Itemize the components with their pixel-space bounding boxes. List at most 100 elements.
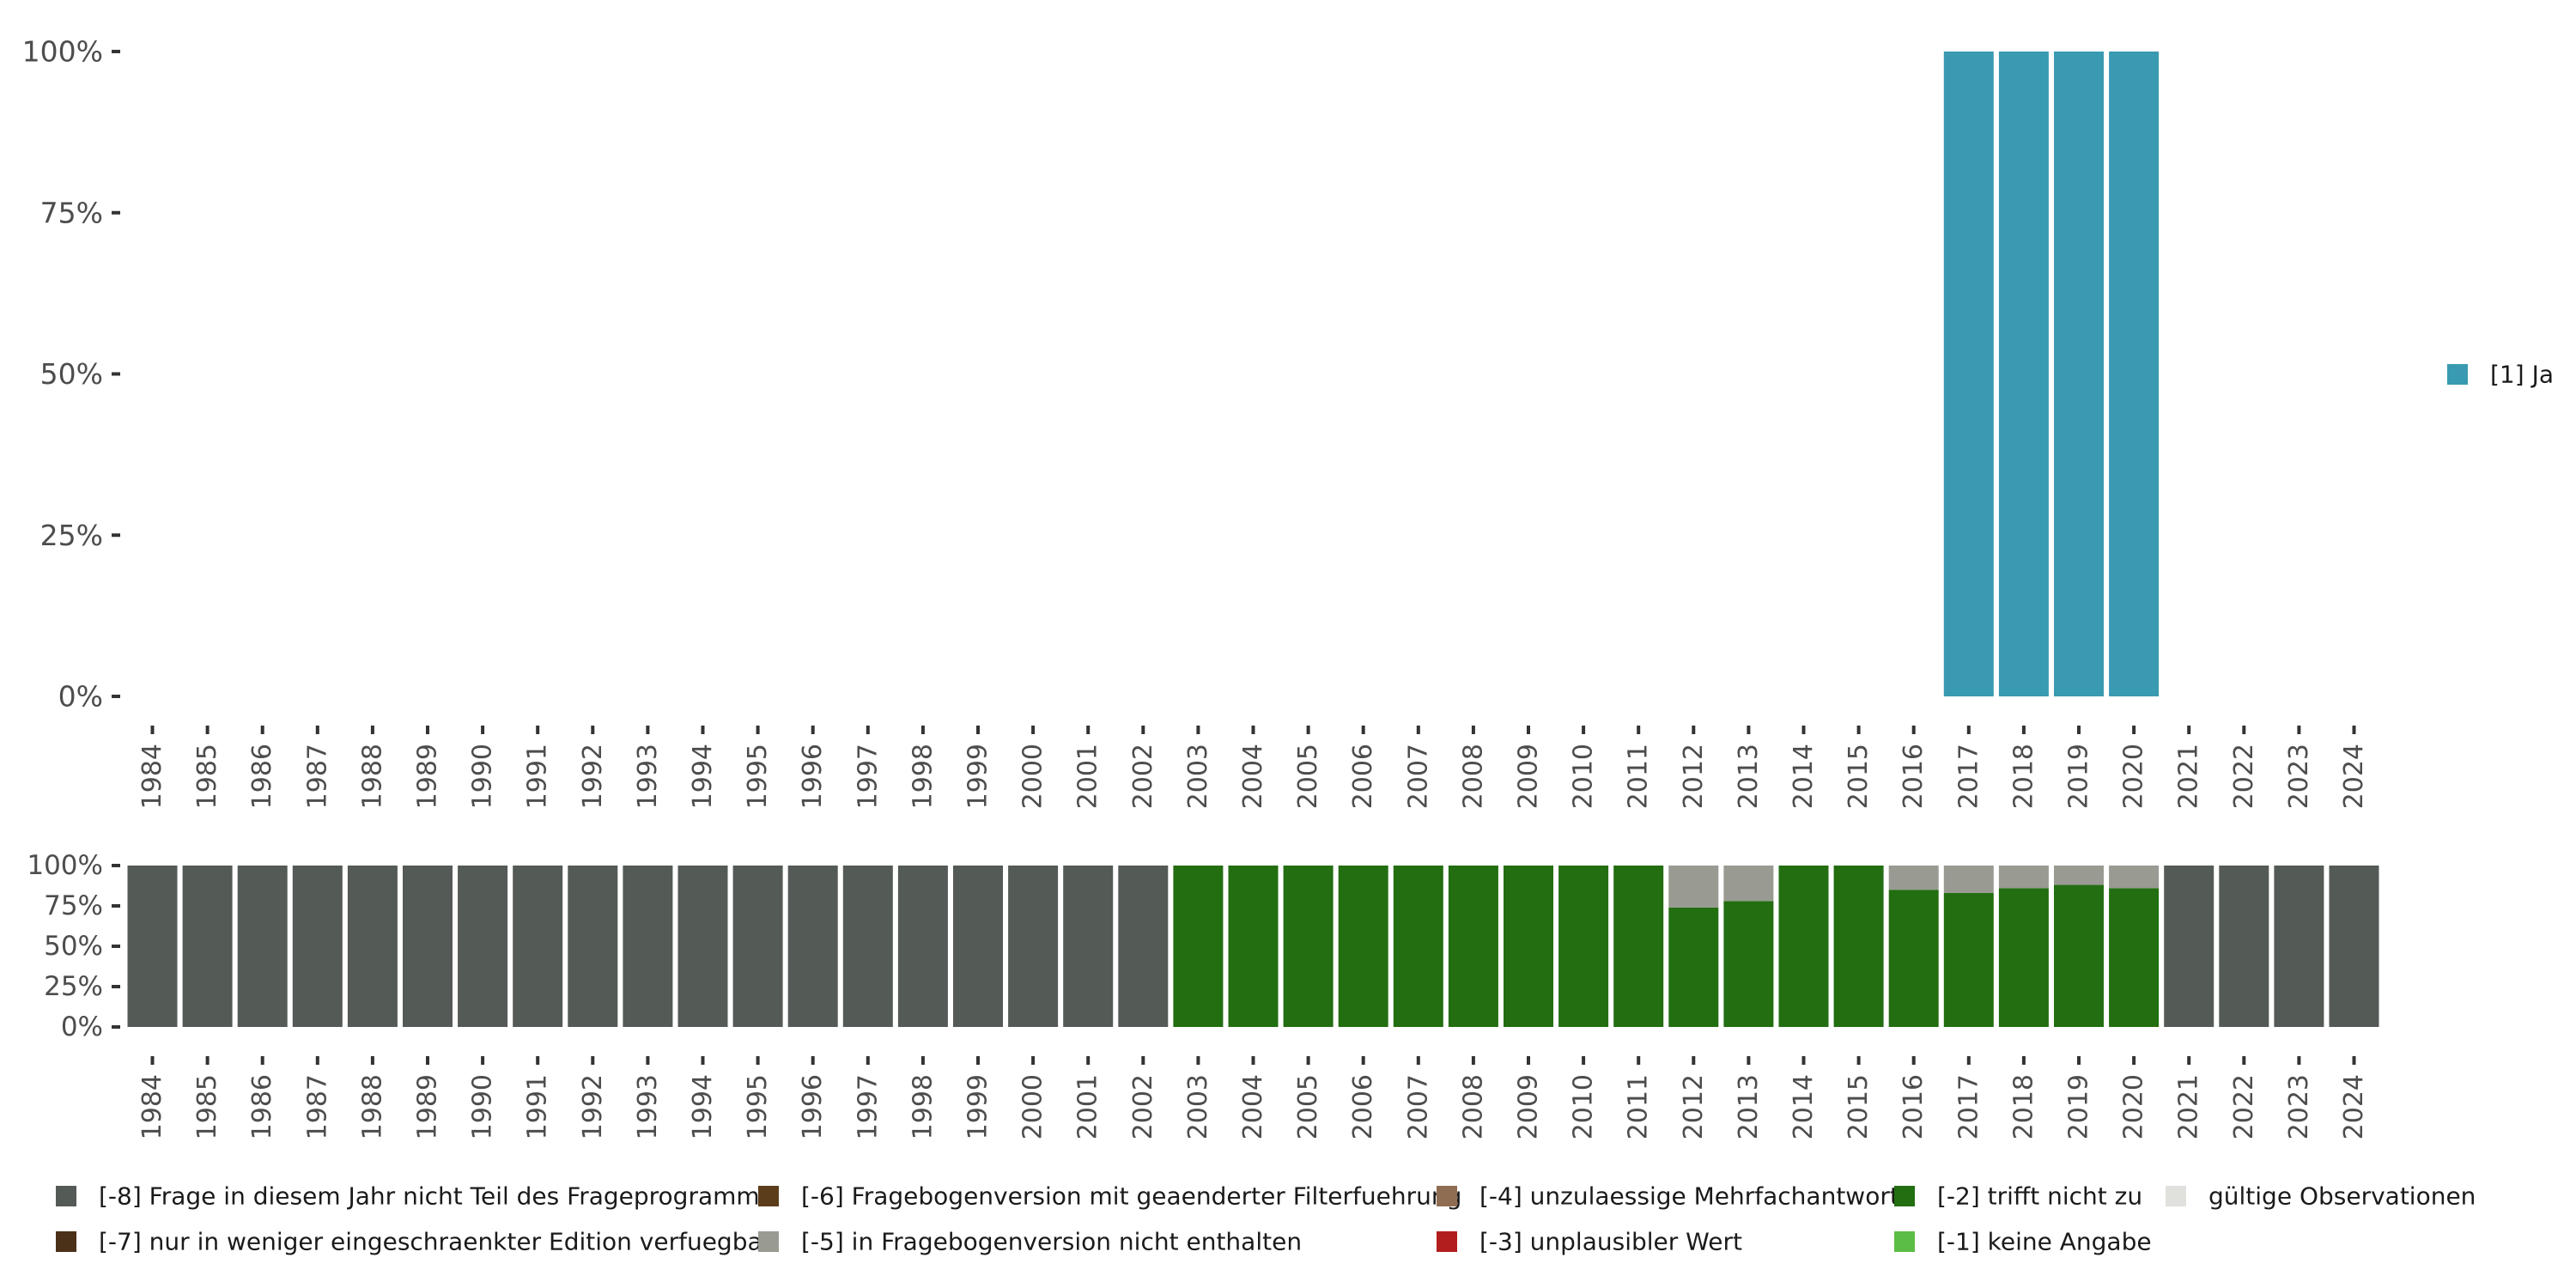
bar-2015 [1833,866,1884,1027]
bar-1991 [513,866,563,1027]
x-tick-label: 2008 [1458,1074,1488,1139]
x-tick-label: 2022 [2229,1074,2259,1139]
x-tick-label: 1997 [853,744,883,809]
legend-swatch [1437,1186,1457,1206]
bar-1994 [677,866,728,1027]
x-tick-label: 1988 [357,1074,387,1139]
x-tick-label: 2024 [2339,1074,2369,1139]
bar-2020 [2109,52,2160,696]
x-tick-label: 2024 [2339,744,2369,809]
x-tick-label: 2000 [1018,744,1048,809]
bar-2019 [2054,52,2104,696]
bar-1996 [787,866,838,1027]
x-tick-label: 1997 [853,1074,883,1139]
x-tick-label: 2014 [1789,744,1819,809]
x-tick-label: 1990 [468,744,498,809]
x-tick-label: 1986 [247,1074,277,1139]
bar-2002 [1118,866,1169,1027]
bar-2011 [1613,866,1664,1027]
x-tick-label: 1991 [523,744,553,809]
legend-swatch [1437,1231,1457,1252]
x-tick-label: 2022 [2229,744,2259,809]
x-tick-label: 2010 [1569,744,1599,809]
bar-1997 [842,866,893,1027]
x-tick-label: 2002 [1128,1074,1158,1139]
x-tick-label: 2021 [2174,1074,2204,1139]
bar-2018 [1998,888,2049,1027]
x-tick-label: 2003 [1183,1074,1213,1139]
bar-2004 [1228,866,1279,1027]
y-tick-label: 100% [27,850,103,881]
x-tick-label: 2007 [1403,744,1433,809]
x-tick-label: 1984 [137,744,167,809]
bottom-legend: [-8] Frage in diesem Jahr nicht Teil des… [56,1182,2476,1256]
x-tick-label: 2000 [1018,1074,1048,1139]
x-tick-label: 1989 [413,744,443,809]
x-tick-label: 1990 [468,1074,498,1139]
legend-swatch [1894,1231,1915,1252]
x-tick-label: 1984 [137,1074,167,1139]
x-tick-label: 2004 [1238,744,1268,809]
x-tick-label: 2006 [1348,744,1378,809]
bar-1986 [237,866,288,1027]
bar-1993 [623,866,673,1027]
legend-label: [1] Ja [2490,361,2554,389]
y-tick-label: 0% [58,680,103,714]
x-tick-label: 2017 [1953,1074,1984,1139]
x-tick-label: 1992 [578,744,608,809]
bar-2019 [2054,884,2104,1027]
legend-label: [-1] keine Angabe [1937,1228,2152,1256]
x-tick-label: 2009 [1514,744,1544,809]
bar-1988 [347,866,398,1027]
bar-1990 [458,866,508,1027]
y-tick-label: 25% [44,971,103,1002]
x-tick-label: 1995 [743,1074,773,1139]
y-tick-label: 75% [40,196,103,229]
bar-1984 [127,866,178,1027]
x-tick-label: 2011 [1624,1074,1654,1139]
bar-2012 [1668,866,1719,908]
bar-2022 [2219,866,2269,1027]
x-tick-label: 1987 [302,1074,332,1139]
x-tick-label: 1992 [578,1074,608,1139]
legend-swatch [2447,364,2468,385]
x-tick-label: 2002 [1128,744,1158,809]
x-tick-label: 1995 [743,744,773,809]
x-tick-label: 1985 [192,1074,222,1139]
x-tick-label: 2015 [1844,744,1874,809]
x-tick-label: 2004 [1238,1074,1268,1139]
x-tick-label: 2012 [1679,744,1709,809]
x-tick-label: 2012 [1679,1074,1709,1139]
bottom-chart: 0% 25% 50% 75% 100% 1984 1985 1986 1987 1988 1989 1… [27,850,2379,1139]
x-tick-label: 1993 [633,1074,663,1139]
bar-2018 [1998,52,2049,696]
x-tick-label: 2023 [2284,744,2314,809]
x-tick-label: 2011 [1624,744,1654,809]
legend-label: [-4] unzulaessige Mehrfachantwort [1479,1182,1899,1211]
bar-1995 [732,866,783,1027]
x-tick-label: 1987 [302,744,332,809]
bar-2017 [1943,892,1994,1027]
x-tick-label: 1986 [247,744,277,809]
bar-2006 [1338,866,1388,1027]
x-tick-label: 2013 [1734,1074,1764,1139]
y-tick-label: 100% [22,35,103,69]
legend-label: [-2] trifft nicht zu [1937,1182,2142,1211]
top-legend: [1] Ja [2447,361,2554,389]
bar-2001 [1063,866,1114,1027]
x-tick-label: 2008 [1458,744,1488,809]
x-tick-label: 2005 [1293,744,1323,809]
x-tick-label: 1991 [523,1074,553,1139]
legend-swatch [56,1231,76,1252]
legend-label: gültige Observationen [2208,1182,2476,1211]
bar-1992 [568,866,618,1027]
legend-swatch [758,1231,779,1252]
x-tick-label: 2006 [1348,1074,1378,1139]
bar-2009 [1504,866,1553,1027]
bar-1999 [953,866,1003,1027]
x-tick-label: 2020 [2119,1074,2149,1139]
legend-label: [-3] unplausibler Wert [1479,1228,1742,1256]
x-tick-label: 1996 [798,744,828,809]
bar-1998 [897,866,948,1027]
x-tick-label: 2019 [2064,1074,2094,1139]
